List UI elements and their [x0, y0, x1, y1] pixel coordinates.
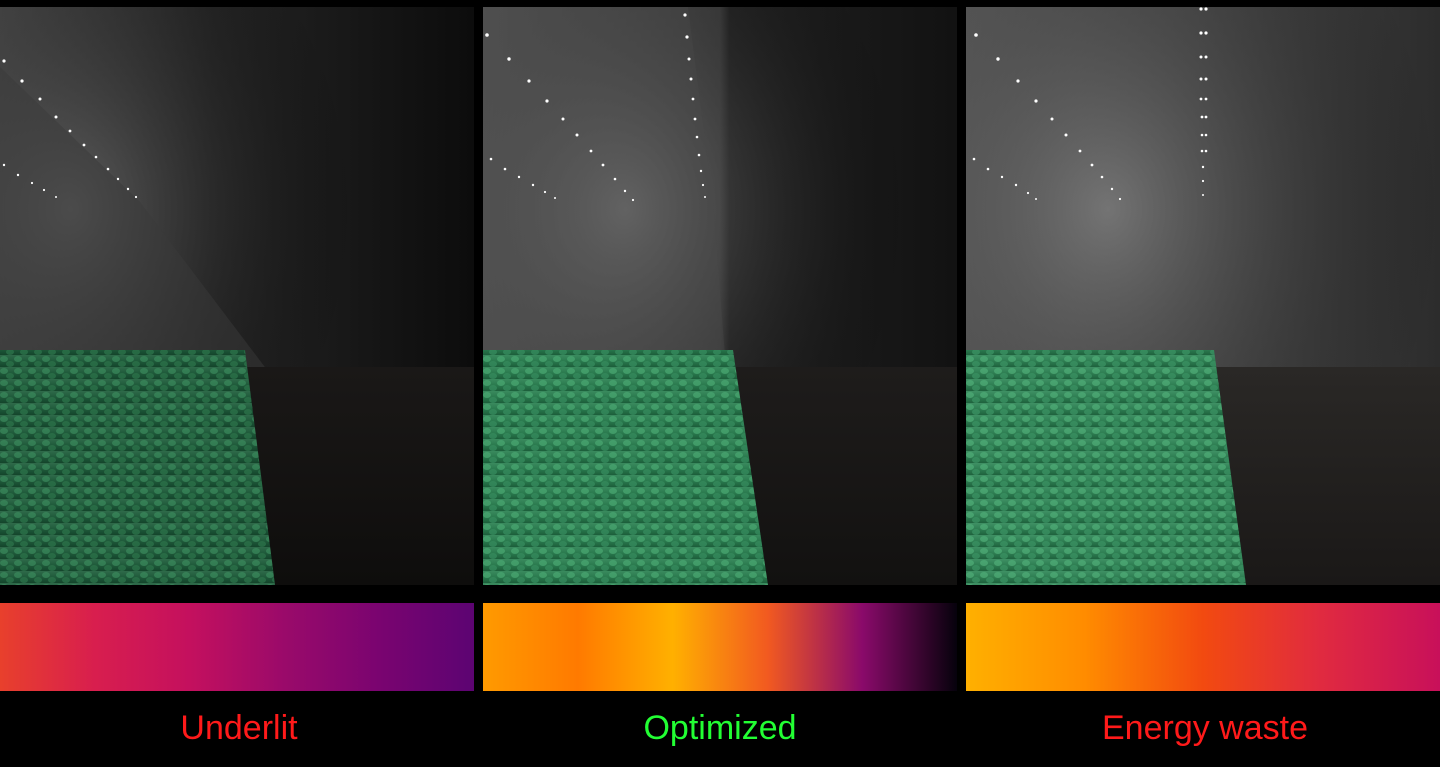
energy-waste-light-heatmap-bar [966, 603, 1440, 691]
optimized-light-heatmap-bar [483, 603, 957, 691]
comparison-panel-energy-waste: Energy waste [966, 0, 1440, 767]
underlit-light-heatmap-bar [0, 603, 474, 691]
energy-waste-render-image [966, 7, 1440, 585]
underlit-render-image [0, 7, 474, 585]
comparison-panel-optimized: Optimized [483, 0, 957, 767]
comparison-panel-underlit: Underlit [0, 0, 474, 767]
underlit-label: Underlit [180, 709, 298, 747]
energy-waste-label: Energy waste [1102, 709, 1308, 747]
optimized-render-image [483, 7, 957, 585]
optimized-label: Optimized [643, 709, 797, 747]
